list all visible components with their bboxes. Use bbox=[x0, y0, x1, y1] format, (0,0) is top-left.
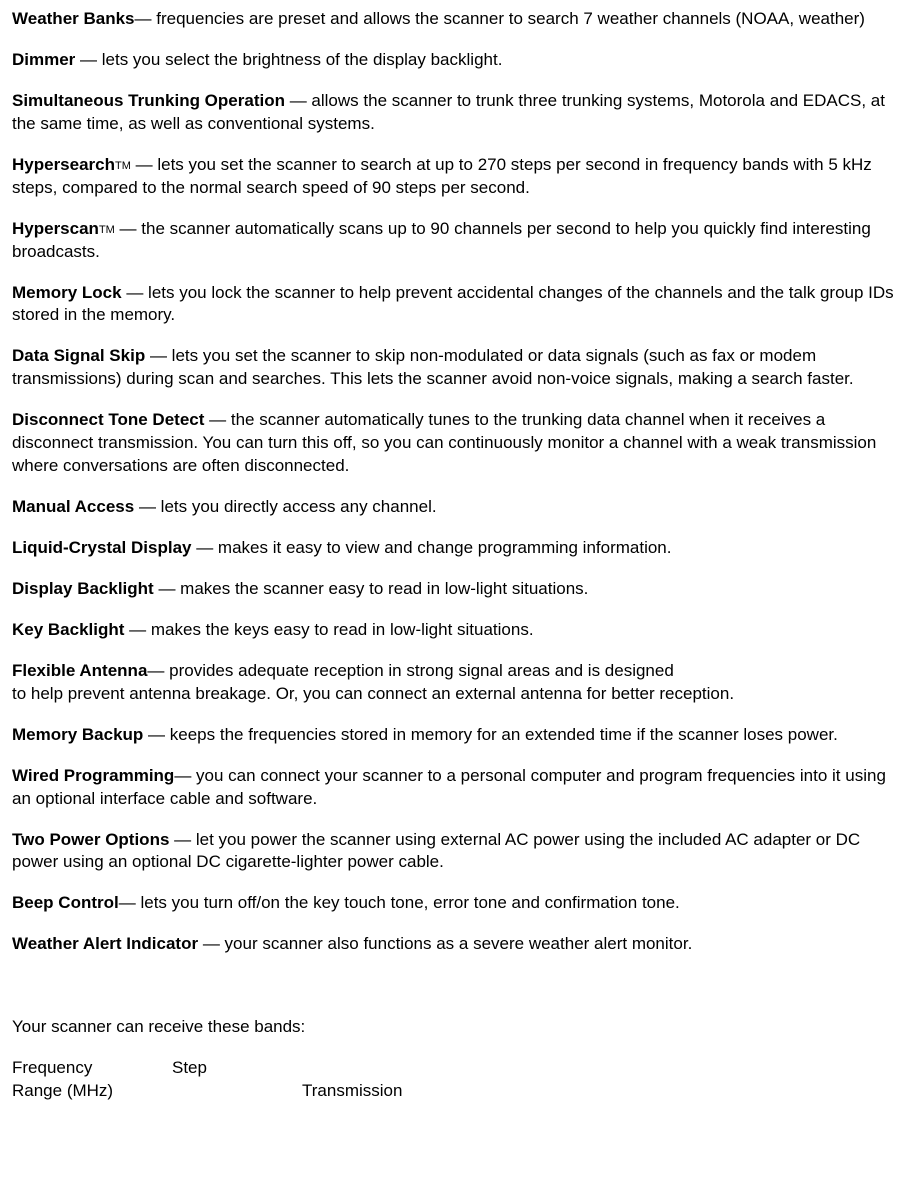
feature-name: Wired Programming bbox=[12, 766, 174, 785]
trademark-icon: TM bbox=[115, 160, 131, 172]
freq-header-line1: Frequency bbox=[12, 1057, 172, 1080]
feature-name: Memory Backup bbox=[12, 725, 148, 744]
feature-name: Weather Banks bbox=[12, 9, 135, 28]
feature-name: Manual Access bbox=[12, 497, 139, 516]
feature-description: — the scanner automatically scans up to … bbox=[12, 219, 871, 261]
feature-description: — lets you turn off/on the key touch ton… bbox=[119, 893, 680, 912]
feature-description: — makes the scanner easy to read in low-… bbox=[158, 579, 588, 598]
feature-item: Memory Lock — lets you lock the scanner … bbox=[12, 282, 904, 328]
feature-description: — makes the keys easy to read in low-lig… bbox=[129, 620, 533, 639]
feature-item: Memory Backup — keeps the frequencies st… bbox=[12, 724, 904, 747]
feature-item: Beep Control— lets you turn off/on the k… bbox=[12, 892, 904, 915]
features-list: Weather Banks— frequencies are preset an… bbox=[12, 8, 904, 956]
feature-name: Dimmer bbox=[12, 50, 80, 69]
feature-name: Key Backlight bbox=[12, 620, 129, 639]
feature-description: — keeps the frequencies stored in memory… bbox=[148, 725, 838, 744]
feature-item: Weather Alert Indicator — your scanner a… bbox=[12, 933, 904, 956]
feature-item: Key Backlight — makes the keys easy to r… bbox=[12, 619, 904, 642]
feature-item: Dimmer — lets you select the brightness … bbox=[12, 49, 904, 72]
feature-description: — makes it easy to view and change progr… bbox=[196, 538, 671, 557]
feature-description: — lets you lock the scanner to help prev… bbox=[12, 283, 894, 325]
feature-name: Weather Alert Indicator bbox=[12, 934, 203, 953]
feature-item: Data Signal Skip — lets you set the scan… bbox=[12, 345, 904, 391]
transmission-header: Transmission bbox=[302, 1080, 402, 1103]
feature-description: — your scanner also functions as a sever… bbox=[203, 934, 692, 953]
feature-item: HyperscanTM — the scanner automatically … bbox=[12, 218, 904, 264]
bands-intro-text: Your scanner can receive these bands: bbox=[12, 1016, 904, 1039]
feature-description: — lets you set the scanner to search at … bbox=[12, 155, 872, 197]
feature-name: Flexible Antenna bbox=[12, 661, 147, 680]
step-header: Step bbox=[172, 1057, 302, 1080]
freq-header-line2: Range (MHz) bbox=[12, 1080, 172, 1103]
feature-item: Two Power Options — let you power the sc… bbox=[12, 829, 904, 875]
feature-name: Two Power Options bbox=[12, 830, 174, 849]
feature-description: — frequencies are preset and allows the … bbox=[135, 9, 865, 28]
feature-item: Manual Access — lets you directly access… bbox=[12, 496, 904, 519]
feature-item: Weather Banks— frequencies are preset an… bbox=[12, 8, 904, 31]
feature-item: Disconnect Tone Detect — the scanner aut… bbox=[12, 409, 904, 478]
feature-item: Flexible Antenna— provides adequate rece… bbox=[12, 660, 904, 706]
feature-name: Memory Lock bbox=[12, 283, 126, 302]
feature-name: Data Signal Skip bbox=[12, 346, 150, 365]
trademark-icon: TM bbox=[99, 224, 115, 236]
feature-description: — lets you directly access any channel. bbox=[139, 497, 437, 516]
feature-name: Simultaneous Trunking Operation bbox=[12, 91, 290, 110]
bands-table-header: Frequency Range (MHz) Step Transmission bbox=[12, 1057, 904, 1103]
feature-name: Beep Control bbox=[12, 893, 119, 912]
feature-name: Hyperscan bbox=[12, 219, 99, 238]
feature-name: Liquid-Crystal Display bbox=[12, 538, 196, 557]
feature-item: Liquid-Crystal Display — makes it easy t… bbox=[12, 537, 904, 560]
feature-item: Display Backlight — makes the scanner ea… bbox=[12, 578, 904, 601]
feature-description: — lets you select the brightness of the … bbox=[80, 50, 502, 69]
feature-name: Display Backlight bbox=[12, 579, 158, 598]
feature-name: Disconnect Tone Detect bbox=[12, 410, 209, 429]
feature-item: Wired Programming— you can connect your … bbox=[12, 765, 904, 811]
feature-item: HypersearchTM — lets you set the scanner… bbox=[12, 154, 904, 200]
feature-name: Hypersearch bbox=[12, 155, 115, 174]
feature-item: Simultaneous Trunking Operation — allows… bbox=[12, 90, 904, 136]
